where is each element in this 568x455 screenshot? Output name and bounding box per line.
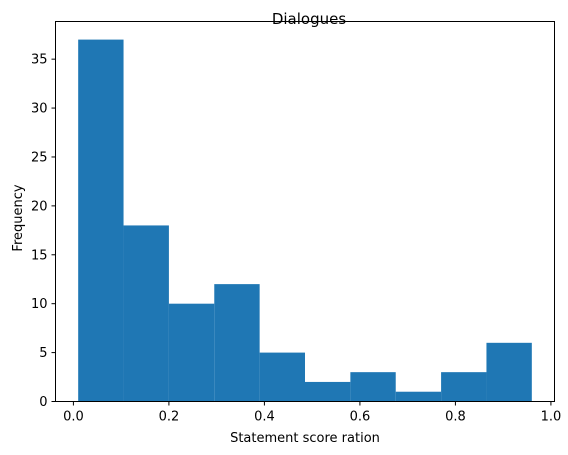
histogram-bar — [78, 39, 124, 402]
y-tick-label: 15 — [31, 248, 48, 263]
histogram-bar — [259, 352, 305, 402]
y-tick-label: 10 — [31, 297, 48, 312]
x-tick-label: 0.4 — [254, 410, 275, 425]
y-tick-label: 30 — [31, 102, 48, 117]
histogram-bar — [486, 342, 532, 402]
x-tick-label: 0.2 — [159, 410, 180, 425]
x-tick-label: 0.0 — [63, 410, 84, 425]
histogram-bar — [395, 391, 442, 402]
x-axis-label: Statement score ration — [230, 431, 380, 446]
histogram-bar — [123, 225, 169, 402]
x-tick-label: 0.6 — [350, 410, 371, 425]
y-tick-label: 25 — [31, 150, 48, 165]
bars-group — [78, 39, 532, 402]
y-tick-label: 35 — [31, 53, 48, 68]
histogram-bar — [168, 303, 215, 402]
histogram-bar — [214, 284, 260, 402]
x-tick-label: 0.8 — [445, 410, 466, 425]
x-axis-ticks: 0.0 0.2 0.4 0.6 0.8 1.0 — [63, 401, 562, 425]
plot-frame — [55, 21, 555, 402]
y-axis-label: Frequency — [11, 184, 26, 251]
y-axis-ticks: 0 5 10 15 20 25 30 35 — [31, 53, 56, 410]
y-tick-label: 0 — [39, 395, 47, 410]
x-tick-label: 1.0 — [541, 410, 562, 425]
histogram-bar — [350, 372, 396, 402]
chart-title: Dialogues — [272, 10, 347, 28]
histogram-bar — [305, 381, 351, 402]
y-tick-label: 20 — [31, 199, 48, 214]
y-tick-label: 5 — [39, 346, 47, 361]
histogram-bar — [441, 372, 487, 402]
